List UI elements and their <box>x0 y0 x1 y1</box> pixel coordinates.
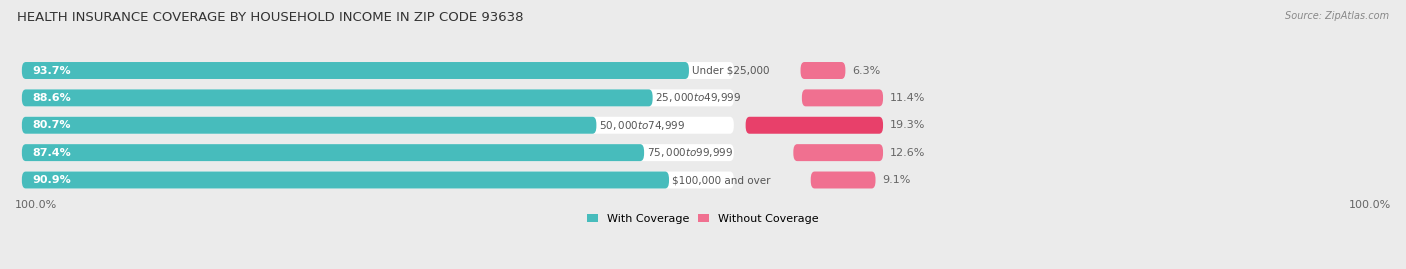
Text: $100,000 and over: $100,000 and over <box>672 175 770 185</box>
Text: 12.6%: 12.6% <box>890 148 925 158</box>
FancyBboxPatch shape <box>22 62 689 79</box>
FancyBboxPatch shape <box>22 117 596 134</box>
Text: 87.4%: 87.4% <box>32 148 72 158</box>
Text: 80.7%: 80.7% <box>32 120 72 130</box>
FancyBboxPatch shape <box>22 172 734 189</box>
FancyBboxPatch shape <box>811 172 876 189</box>
FancyBboxPatch shape <box>22 89 734 106</box>
FancyBboxPatch shape <box>22 89 652 106</box>
Text: Source: ZipAtlas.com: Source: ZipAtlas.com <box>1285 11 1389 21</box>
Text: 11.4%: 11.4% <box>890 93 925 103</box>
Text: $50,000 to $74,999: $50,000 to $74,999 <box>599 119 686 132</box>
FancyBboxPatch shape <box>22 144 734 161</box>
Text: 9.1%: 9.1% <box>883 175 911 185</box>
FancyBboxPatch shape <box>801 89 883 106</box>
Text: $25,000 to $49,999: $25,000 to $49,999 <box>655 91 742 104</box>
Text: 100.0%: 100.0% <box>1348 200 1391 210</box>
Text: 100.0%: 100.0% <box>15 200 58 210</box>
FancyBboxPatch shape <box>745 117 883 134</box>
FancyBboxPatch shape <box>22 144 644 161</box>
FancyBboxPatch shape <box>22 117 734 134</box>
Text: HEALTH INSURANCE COVERAGE BY HOUSEHOLD INCOME IN ZIP CODE 93638: HEALTH INSURANCE COVERAGE BY HOUSEHOLD I… <box>17 11 523 24</box>
FancyBboxPatch shape <box>22 172 669 189</box>
FancyBboxPatch shape <box>800 62 845 79</box>
Text: 19.3%: 19.3% <box>890 120 925 130</box>
FancyBboxPatch shape <box>22 62 734 79</box>
Text: $75,000 to $99,999: $75,000 to $99,999 <box>647 146 733 159</box>
Legend: With Coverage, Without Coverage: With Coverage, Without Coverage <box>582 209 824 228</box>
Text: 6.3%: 6.3% <box>852 66 880 76</box>
Text: 93.7%: 93.7% <box>32 66 72 76</box>
FancyBboxPatch shape <box>793 144 883 161</box>
Text: Under $25,000: Under $25,000 <box>692 66 769 76</box>
Text: 88.6%: 88.6% <box>32 93 72 103</box>
Text: 90.9%: 90.9% <box>32 175 72 185</box>
